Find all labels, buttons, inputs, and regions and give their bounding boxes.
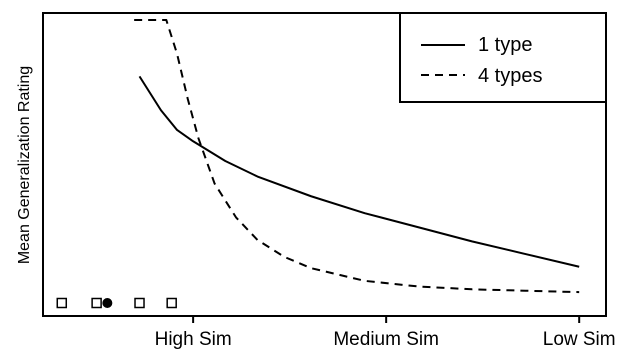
marker-1 [56, 297, 68, 309]
legend-box [399, 12, 607, 103]
x-tick-label-high-sim: High Sim [155, 329, 232, 350]
marker-3 [102, 298, 113, 308]
marker-2 [91, 297, 102, 309]
x-tick-label-low-sim: Low Sim [543, 329, 616, 350]
legend-label-1-type: 1 type [478, 34, 532, 56]
x-axis: High Sim Medium Sim Low Sim [155, 316, 616, 350]
marker-5 [166, 297, 177, 309]
x-tick-label-medium-sim: Medium Sim [333, 329, 439, 350]
y-axis-label: Mean Generalization Rating [16, 66, 33, 264]
legend-label-4-types: 4 types [478, 65, 542, 87]
marker-4 [134, 297, 145, 309]
marker-layer [56, 297, 177, 309]
legend: 1 type 4 types [399, 12, 607, 103]
series-layer [134, 19, 580, 294]
series-line-1-type [138, 75, 580, 268]
series-line-4-types [134, 19, 580, 294]
